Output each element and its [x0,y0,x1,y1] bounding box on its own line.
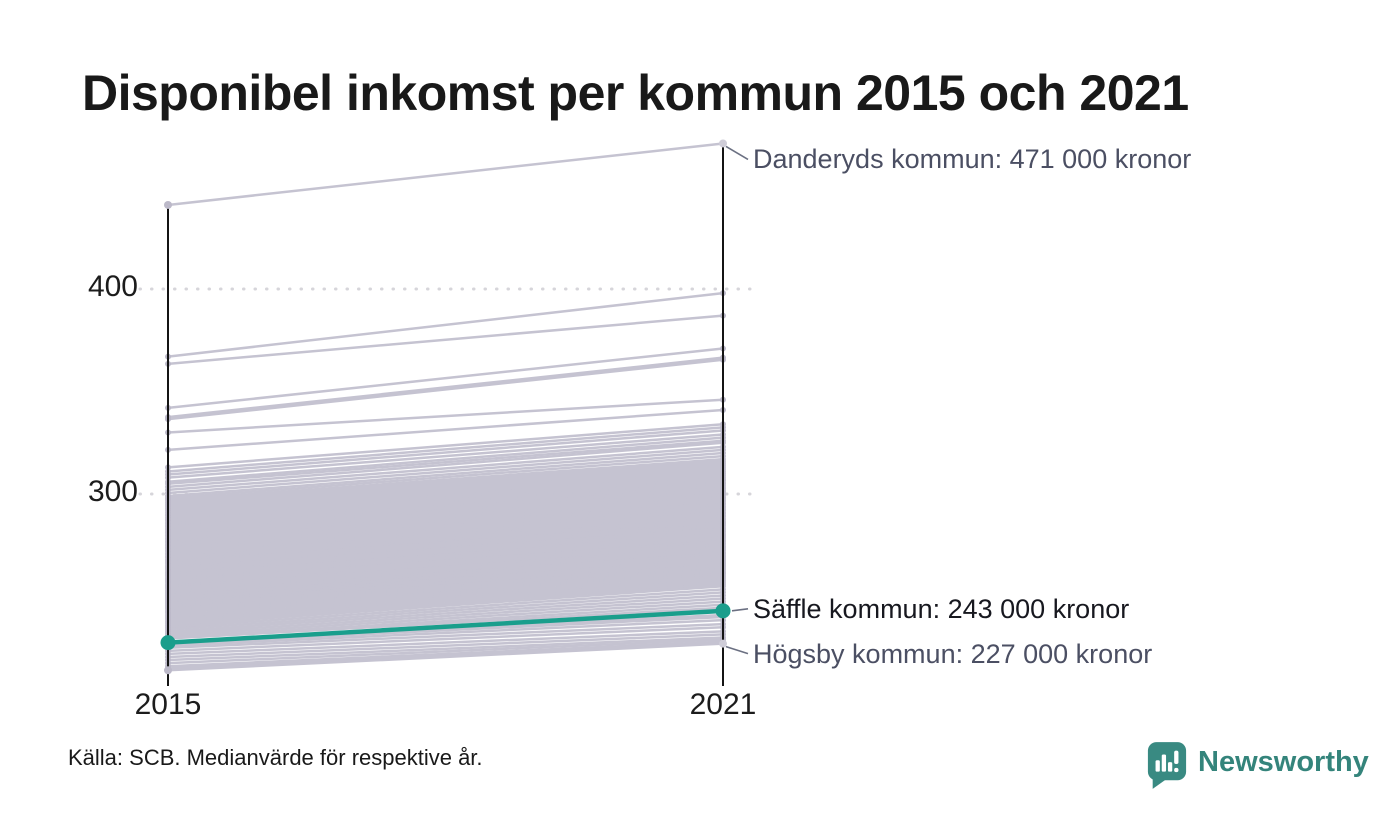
y-axis-tick-400: 400 [87,270,138,303]
annotation-hogsby: Högsby kommun: 227 000 kronor [753,639,1153,669]
year-axes [167,143,724,686]
newsworthy-speech-bubble-icon [1147,742,1187,789]
annotation-leader-lines [725,145,749,655]
x-axis-label-2015: 2015 [134,688,202,721]
annotation-danderyd: Danderyds kommun: 471 000 kronor [753,144,1192,174]
newsworthy-logo[interactable]: Newsworthy [1146,740,1369,790]
x-axis-label-2021: 2021 [689,688,757,721]
annotation-saffle: Säffle kommun: 243 000 kronor [753,594,1130,624]
source-note: Källa: SCB. Medianvärde för respektive å… [68,745,483,770]
newsworthy-logo-text: Newsworthy [1198,746,1369,778]
background-slope-lines [165,290,726,672]
annotated-slope-lines [160,139,731,675]
chart-title: Disponibel inkomst per kommun 2015 och 2… [82,65,1189,121]
y-axis-tick-300: 300 [87,475,138,508]
